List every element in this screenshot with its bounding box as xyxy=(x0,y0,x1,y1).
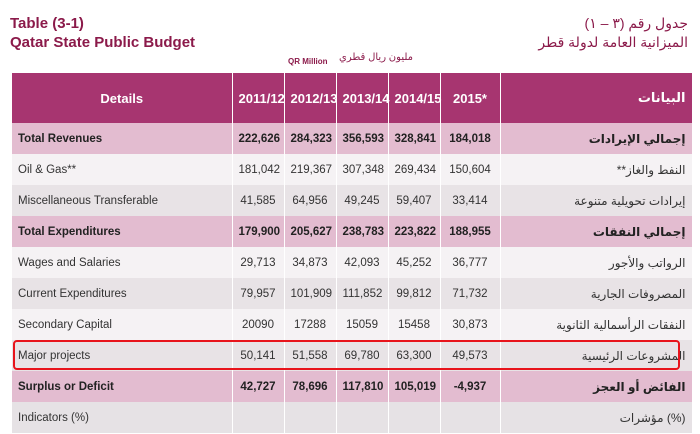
row-value: 20090 xyxy=(232,309,285,340)
row-value: 34,873 xyxy=(284,247,337,278)
row-label-en: Oil & Gas** xyxy=(12,154,233,185)
row-value: 222,626 xyxy=(232,123,285,154)
row-label-ar: المصروفات الجارية xyxy=(500,278,693,309)
header-details-ar: البيانات xyxy=(500,73,693,123)
row-value: 205,627 xyxy=(284,216,337,247)
row-value: 269,434 xyxy=(388,154,441,185)
row-value: 307,348 xyxy=(336,154,389,185)
header-year: 2013/14 xyxy=(336,73,390,123)
row-label-en: Miscellaneous Transferable xyxy=(12,185,233,216)
row-value: 105,019 xyxy=(388,371,441,402)
row-label-en: Total Revenues xyxy=(12,123,233,154)
row-label-ar: الرواتب والأجور xyxy=(500,247,693,278)
row-value: 15059 xyxy=(336,309,389,340)
header-details: Details xyxy=(12,73,233,123)
table-caption-en: Qatar State Public Budget xyxy=(10,34,196,51)
table-title-ar: جدول رقم (٣ – ١) الميزانية العامة لدولة … xyxy=(538,14,688,52)
row-label-ar: إيرادات تحويلية متنوعة xyxy=(500,185,693,216)
row-value: 101,909 xyxy=(284,278,337,309)
table-row: Indicators (%) (%) مؤشرات xyxy=(12,402,693,433)
row-value: 69,780 xyxy=(336,340,389,371)
row-value: 111,852 xyxy=(336,278,389,309)
row-value: 188,955 xyxy=(440,216,501,247)
row-value: 30,873 xyxy=(440,309,501,340)
row-label-ar: النفقات الرأسمالية الثانوية xyxy=(500,309,693,340)
row-value: 79,957 xyxy=(232,278,285,309)
row-value: 50,141 xyxy=(232,340,285,371)
table-title-en: Table (3-1) Qatar State Public Budget xyxy=(10,14,195,52)
table-row: Wages and Salaries 29,713 34,873 42,093 45,2… xyxy=(12,247,693,278)
row-value: 179,900 xyxy=(232,216,285,247)
table-row: Secondary Capital 20090 17288 15059 15458 30,… xyxy=(12,309,693,340)
row-value: 328,841 xyxy=(388,123,441,154)
row-label-en: Wages and Salaries xyxy=(12,247,233,278)
row-label-ar: المشروعات الرئيسية xyxy=(500,340,693,371)
row-label-ar: إجمالي النفقات xyxy=(500,216,693,247)
budget-table: Details 2011/12 2012/13 2013/14 2014/15 … xyxy=(12,73,693,433)
row-value xyxy=(284,402,337,433)
header-year: 2015* xyxy=(440,73,501,123)
row-value: 71,732 xyxy=(440,278,501,309)
row-value: 29,713 xyxy=(232,247,285,278)
row-value: 238,783 xyxy=(336,216,389,247)
table-row: Oil & Gas** 181,042 219,367 307,348 269,434 1… xyxy=(12,154,693,185)
table-row: Major projects 50,141 51,558 69,780 63,300 49… xyxy=(12,340,693,371)
row-value: 64,956 xyxy=(284,185,337,216)
row-value: 181,042 xyxy=(232,154,285,185)
major-projects-highlight xyxy=(13,340,680,370)
row-value: 15458 xyxy=(388,309,441,340)
row-value: 223,822 xyxy=(388,216,441,247)
row-value: -4,937 xyxy=(440,371,501,402)
row-value: 219,367 xyxy=(284,154,337,185)
row-label-en: Major projects xyxy=(12,340,233,371)
row-label-ar: الفائض أو العجز xyxy=(500,371,693,402)
table-caption-ar: الميزانية العامة لدولة قطر xyxy=(538,34,688,50)
row-value: 49,573 xyxy=(440,340,501,371)
row-value: 42,727 xyxy=(232,371,285,402)
table-row: Surplus or Deficit 42,727 78,696 117,810 105… xyxy=(12,371,693,402)
row-label-ar: النفط والغاز** xyxy=(500,154,693,185)
row-value: 78,696 xyxy=(284,371,337,402)
table-row: Miscellaneous Transferable 41,585 64,956 49… xyxy=(12,185,693,216)
row-value: 284,323 xyxy=(284,123,337,154)
row-value: 17288 xyxy=(284,309,337,340)
row-value: 184,018 xyxy=(440,123,501,154)
row-value: 117,810 xyxy=(336,371,389,402)
unit-label-ar: مليون ريال قطري xyxy=(339,52,414,63)
row-label-en: Current Expenditures xyxy=(12,278,233,309)
table-number-ar: جدول رقم (٣ – ١) xyxy=(584,15,688,31)
row-label-en: Surplus or Deficit xyxy=(12,371,233,402)
row-label-ar: (%) مؤشرات xyxy=(500,402,693,433)
row-value: 59,407 xyxy=(388,185,441,216)
row-value xyxy=(440,402,501,433)
row-value: 49,245 xyxy=(336,185,389,216)
row-value: 41,585 xyxy=(232,185,285,216)
table-number-en: Table (3-1) xyxy=(10,15,84,32)
header-year: 2014/15 xyxy=(388,73,442,123)
unit-label-en: QR Million xyxy=(288,57,328,66)
row-label-ar: إجمالي الإيرادات xyxy=(500,123,693,154)
row-label-en: Indicators (%) xyxy=(12,402,233,433)
row-value: 356,593 xyxy=(336,123,389,154)
header-row: Details 2011/12 2012/13 2013/14 2014/15 … xyxy=(12,73,693,123)
row-value xyxy=(336,402,389,433)
row-value: 63,300 xyxy=(388,340,441,371)
table-row: Current Expenditures 79,957 101,909 111,852… xyxy=(12,278,693,309)
header-year: 2011/12 xyxy=(232,73,285,123)
row-label-en: Secondary Capital xyxy=(12,309,233,340)
row-label-en: Total Expenditures xyxy=(12,216,233,247)
row-value xyxy=(232,402,285,433)
table-row: Total Expenditures 179,900 205,627 238,783 2… xyxy=(12,216,693,247)
row-value: 33,414 xyxy=(440,185,501,216)
row-value: 99,812 xyxy=(388,278,441,309)
row-value: 150,604 xyxy=(440,154,501,185)
row-value: 36,777 xyxy=(440,247,501,278)
row-value: 42,093 xyxy=(336,247,389,278)
table-row: Total Revenues 222,626 284,323 356,593 328,8… xyxy=(12,123,693,154)
row-value: 51,558 xyxy=(284,340,337,371)
row-value xyxy=(388,402,441,433)
header-year: 2012/13 xyxy=(284,73,338,123)
row-value: 45,252 xyxy=(388,247,441,278)
